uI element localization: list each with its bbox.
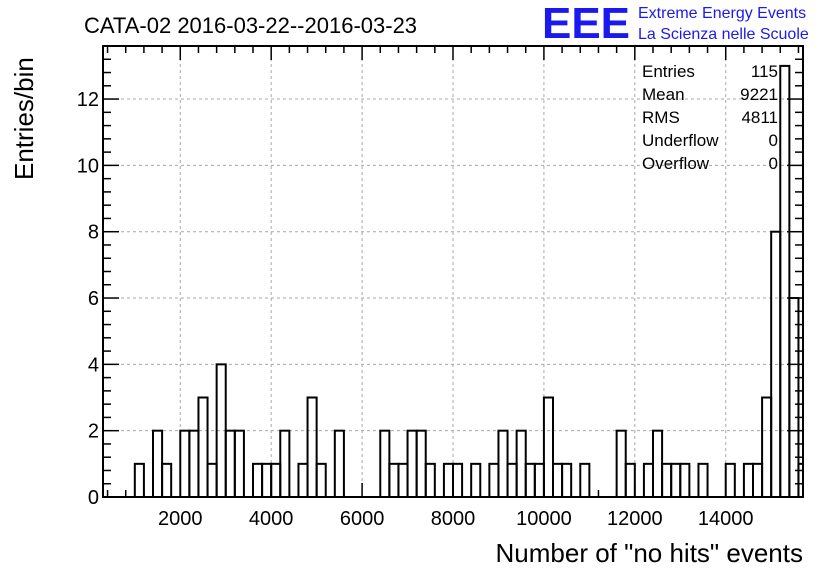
histogram-bin xyxy=(652,429,664,499)
x-tick-label: 6000 xyxy=(340,508,385,530)
y-tick-label: 0 xyxy=(88,487,99,509)
histogram-bin xyxy=(206,462,218,498)
y-axis-ticks: 0 2 4 6 8 10 12 xyxy=(77,58,803,509)
histogram-bin xyxy=(397,462,409,498)
stats-value: 0 xyxy=(769,131,778,150)
histogram-bin xyxy=(561,462,573,498)
histogram-bin xyxy=(388,462,400,498)
histogram-bin xyxy=(415,429,427,499)
histogram-bin xyxy=(379,429,391,499)
histogram-bin xyxy=(406,429,418,499)
histogram-bin xyxy=(442,462,454,498)
y-tick-label: 6 xyxy=(88,288,99,310)
x-tick-label: 12000 xyxy=(607,508,663,530)
histogram-bin xyxy=(542,396,555,498)
histogram-bin xyxy=(742,462,755,498)
x-tick-label: 10000 xyxy=(516,508,572,530)
x-axis-title: Number of "no hits" events xyxy=(496,538,804,568)
histogram-bin xyxy=(724,462,736,498)
histogram-bin xyxy=(779,64,791,498)
histogram-bin xyxy=(133,462,145,498)
histogram-bin xyxy=(261,462,273,498)
y-axis-title: Entries/bin xyxy=(9,57,39,180)
histogram-bin xyxy=(488,462,500,498)
histogram-bin xyxy=(197,396,209,498)
eee-logo-line1: Extreme Energy Events xyxy=(638,5,806,22)
histogram-bin xyxy=(452,462,464,498)
chart-title: CATA-02 2016-03-22--2016-03-23 xyxy=(84,13,417,38)
stats-label: RMS xyxy=(642,108,680,127)
histogram-bin xyxy=(333,429,345,499)
x-tick-label: 4000 xyxy=(249,508,294,530)
histogram-bin xyxy=(161,462,173,498)
histogram-bin xyxy=(761,396,773,498)
stats-label: Overflow xyxy=(642,154,710,173)
histogram-bin xyxy=(533,462,545,498)
x-axis-ticks: 2000 4000 6000 8000 10000 12000 14000 xyxy=(106,46,800,530)
stats-label: Entries xyxy=(642,62,695,81)
x-tick-label: 14000 xyxy=(698,508,754,530)
histogram-bin xyxy=(524,462,536,498)
histogram-bin xyxy=(279,429,291,499)
x-tick-label: 8000 xyxy=(431,508,476,530)
histogram-bin xyxy=(697,462,709,498)
histogram-bin xyxy=(315,462,327,498)
histogram-bin xyxy=(752,462,764,498)
histogram-bin xyxy=(179,429,191,499)
stats-label: Underflow xyxy=(642,131,719,150)
stats-value: 4811 xyxy=(741,108,778,127)
histogram-bin xyxy=(270,462,282,498)
histogram-bin xyxy=(306,396,318,498)
stats-label: Mean xyxy=(642,85,685,104)
histogram-bin xyxy=(579,462,591,498)
histogram-bin xyxy=(552,462,564,498)
stats-box: Entries 115 Mean 9221 RMS 4811 Underflow 0 Overf… xyxy=(642,62,778,173)
y-tick-label: 2 xyxy=(88,421,99,443)
histogram-bin xyxy=(670,462,682,498)
eee-logo: EEE Extreme Energy Events La Scienza nel… xyxy=(542,0,809,48)
histogram-bin xyxy=(661,462,673,498)
histogram-bin xyxy=(642,462,655,498)
histogram-bin xyxy=(497,429,509,499)
stats-value: 9221 xyxy=(740,85,778,104)
y-tick-label: 8 xyxy=(88,222,99,244)
histogram-bin xyxy=(515,429,527,499)
stats-value: 115 xyxy=(751,62,778,81)
x-tick-label: 2000 xyxy=(158,508,203,530)
y-tick-label: 10 xyxy=(77,155,99,177)
y-tick-label: 12 xyxy=(77,89,99,111)
eee-logo-mark: EEE xyxy=(542,0,630,48)
histogram-bin xyxy=(233,429,245,499)
histogram-bin xyxy=(679,462,691,498)
stats-value: 0 xyxy=(769,154,778,173)
y-tick-label: 4 xyxy=(88,354,99,376)
histogram-bin xyxy=(224,429,236,499)
histogram-bin xyxy=(152,429,164,499)
histogram-bin xyxy=(624,462,636,498)
histogram-bin xyxy=(470,462,482,498)
histogram-bin xyxy=(788,297,800,498)
histogram-bin xyxy=(297,462,309,498)
histogram-bin xyxy=(252,462,264,498)
eee-logo-line2: La Scienza nelle Scuole xyxy=(638,26,809,43)
histogram-bin xyxy=(188,429,200,499)
histogram-bin xyxy=(506,462,518,498)
histogram-bin xyxy=(424,462,436,498)
histogram-bin xyxy=(615,429,627,499)
